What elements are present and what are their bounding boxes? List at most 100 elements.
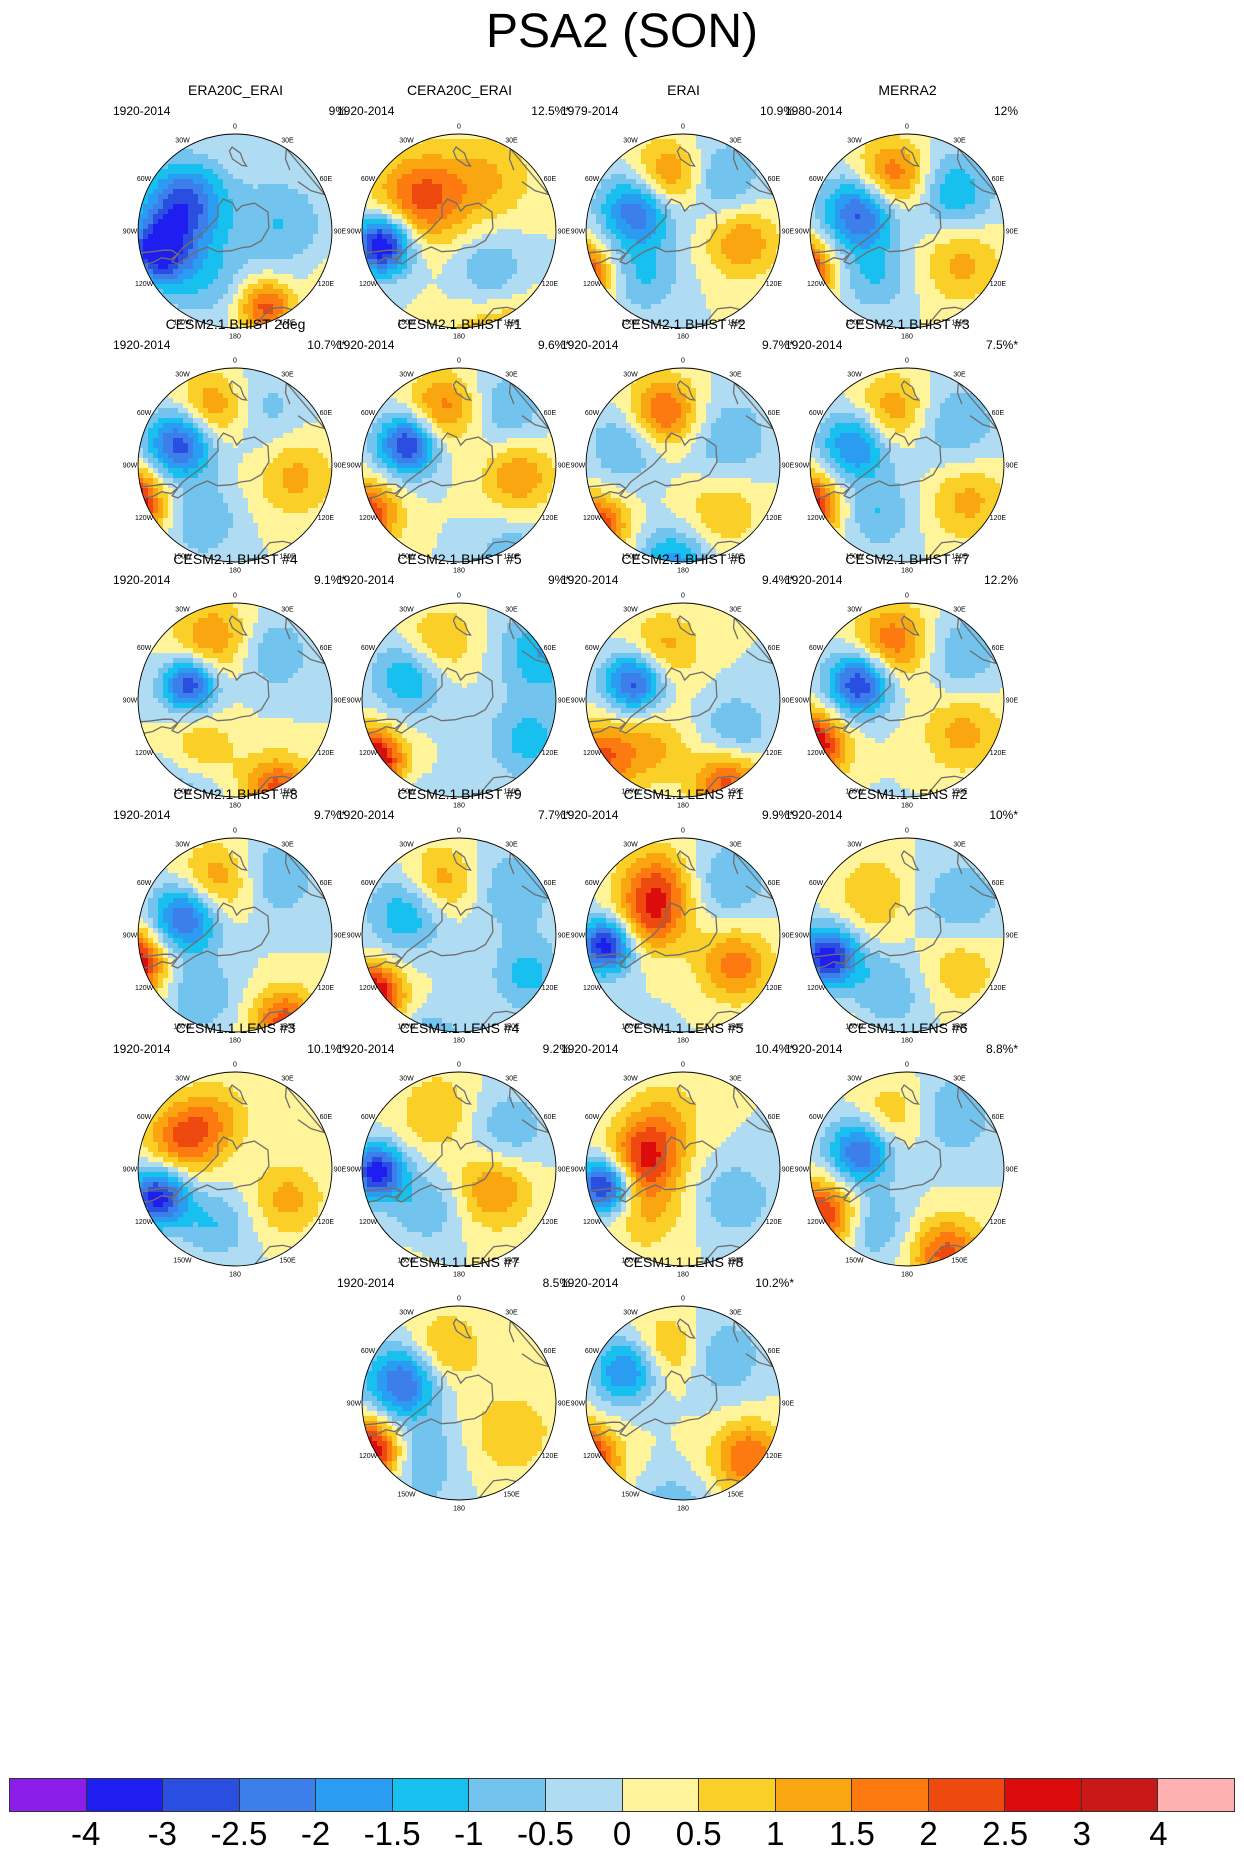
panel-variance-percent: 10.9% [760, 104, 794, 118]
longitude-label: 60E [992, 176, 1005, 183]
colorbar-box [622, 1779, 700, 1811]
panel-variance-percent: 10%* [989, 808, 1018, 822]
south-america-coastline [140, 483, 179, 499]
panel-variance-percent: 10.4%* [755, 1042, 794, 1056]
longitude-label: 120E [766, 515, 783, 522]
panel-title: CESM1.1 LENS #3 [103, 1020, 368, 1036]
longitude-label: 90W [571, 933, 586, 940]
longitude-label: 150W [173, 319, 192, 326]
longitude-label: 30W [623, 372, 638, 379]
longitude-label: 90E [558, 229, 571, 236]
longitude-label: 30W [847, 607, 862, 614]
new-zealand-coastline [452, 380, 472, 401]
longitude-label: 180 [901, 568, 913, 575]
longitude-label: 90W [571, 463, 586, 470]
longitude-label: 0 [905, 828, 909, 835]
longitude-label: 90W [571, 229, 586, 236]
map-border [585, 1071, 781, 1267]
longitude-label: 180 [677, 1272, 689, 1279]
longitude-label: 150E [279, 553, 296, 560]
panel-variance-percent: 9.9%* [762, 808, 794, 822]
africa-coastline [478, 540, 517, 561]
map-panel: CESM2.1 BHIST #9 1920-2014 7.7%* 0 30E 60E 90E… [327, 786, 592, 1051]
panel-title: CESM1.1 LENS #6 [775, 1020, 1040, 1036]
map-panel: ERA20C_ERAI 1920-2014 9% 0 30E 60E 90E 120E 150E… [103, 82, 368, 347]
colorbar-box [1158, 1779, 1234, 1811]
longitude-label: 150E [727, 553, 744, 560]
longitude-label: 180 [453, 803, 465, 810]
colorbar-box [10, 1779, 87, 1811]
panel-title: CESM2.1 BHIST #4 [103, 551, 368, 567]
longitude-label: 0 [905, 593, 909, 600]
longitude-label: 90E [558, 463, 571, 470]
longitude-label: 150E [951, 1023, 968, 1030]
longitude-label: 30E [281, 607, 294, 614]
longitude-label: 0 [681, 124, 685, 131]
australia-coastline [508, 381, 551, 430]
south-america-coastline [364, 1187, 403, 1203]
map-border [137, 367, 333, 563]
longitude-label: 180 [229, 1038, 241, 1045]
africa-coastline [702, 775, 741, 796]
longitude-label: 30E [953, 842, 966, 849]
longitude-label: 0 [233, 358, 237, 365]
longitude-label: 0 [905, 358, 909, 365]
longitude-label: 120W [135, 750, 154, 757]
longitude-label: 90E [334, 698, 347, 705]
longitude-label: 150E [727, 1257, 744, 1264]
longitude-label: 90W [795, 463, 810, 470]
colorbar-label: -0.5 [517, 1814, 574, 1854]
longitude-label: 120E [542, 1453, 559, 1460]
polar-map: 0 30E 60E 90E 120E 150E 180 150W 120W 90W 60W 30W [347, 593, 571, 810]
longitude-label: 120E [766, 750, 783, 757]
colorbar-label: -4 [71, 1814, 100, 1854]
longitude-label: 90E [1006, 229, 1019, 236]
panel-title: CESM1.1 LENS #7 [327, 1254, 592, 1270]
longitude-label: 30E [505, 1076, 518, 1083]
panel-variance-percent: 9% [329, 104, 346, 118]
longitude-label: 150W [621, 1491, 640, 1498]
longitude-label: 60W [361, 880, 376, 887]
panel-variance-percent: 9.2% [543, 1042, 570, 1056]
panel-title: CESM2.1 BHIST #9 [327, 786, 592, 802]
polar-map: 0 30E 60E 90E 120E 150E 180 150W 120W 90W 60W 30W [123, 124, 347, 341]
longitude-label: 120W [135, 281, 154, 288]
panel-variance-percent: 12.2% [984, 573, 1018, 587]
longitude-label: 150W [845, 788, 864, 795]
longitude-label: 150W [621, 788, 640, 795]
panel-period: 1920-2014 [113, 104, 170, 118]
map-panel: CESM1.1 LENS #1 1920-2014 9.9%* 0 30E 60E 90E 1… [551, 786, 816, 1051]
longitude-label: 30W [399, 842, 414, 849]
longitude-label: 60E [768, 1114, 781, 1121]
longitude-label: 120E [990, 1219, 1007, 1226]
longitude-label: 60W [137, 176, 152, 183]
panel-variance-percent: 9.6%* [538, 338, 570, 352]
longitude-label: 60E [992, 1114, 1005, 1121]
map-panel: CESM1.1 LENS #8 1920-2014 10.2%* 0 30E 60E 90E… [551, 1254, 816, 1519]
longitude-label: 90E [782, 1401, 795, 1408]
map-border [361, 367, 557, 563]
longitude-label: 0 [681, 593, 685, 600]
map-border [137, 837, 333, 1033]
longitude-label: 120W [583, 515, 602, 522]
longitude-label: 30E [729, 372, 742, 379]
panel-title: CESM2.1 BHIST #8 [103, 786, 368, 802]
figure-title: PSA2 (SON) [0, 2, 1244, 62]
longitude-label: 30W [847, 138, 862, 145]
new-zealand-coastline [452, 1084, 472, 1105]
polar-map: 0 30E 60E 90E 120E 150E 180 150W 120W 90W 60W 30W [123, 358, 347, 575]
australia-coastline [732, 1085, 775, 1134]
longitude-label: 90E [334, 933, 347, 940]
south-america-coastline [812, 483, 851, 499]
new-zealand-coastline [900, 380, 920, 401]
map-panel: CESM2.1 BHIST #3 1920-2014 7.5%* 0 30E 60E 90E… [775, 316, 1040, 581]
panel-title: CESM2.1 BHIST #5 [327, 551, 592, 567]
longitude-label: 180 [677, 334, 689, 341]
colorbar-label: 0.5 [676, 1814, 722, 1854]
longitude-label: 150W [845, 553, 864, 560]
panel-period: 1920-2014 [337, 338, 394, 352]
longitude-label: 120E [318, 750, 335, 757]
longitude-label: 60W [585, 645, 600, 652]
longitude-label: 120E [542, 515, 559, 522]
longitude-label: 30W [175, 842, 190, 849]
